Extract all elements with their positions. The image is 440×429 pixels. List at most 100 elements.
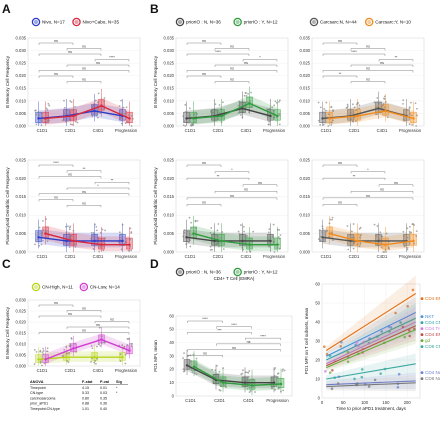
series-marker bbox=[377, 107, 380, 110]
sig-bracket bbox=[186, 197, 278, 200]
data-point bbox=[281, 370, 284, 372]
data-point bbox=[188, 115, 191, 117]
y-tick-label: 0.020 bbox=[16, 176, 27, 181]
data-point bbox=[396, 385, 400, 389]
data-point bbox=[385, 251, 388, 253]
y-tick-label: 0.005 bbox=[16, 231, 27, 236]
data-point bbox=[403, 335, 407, 339]
data-point bbox=[272, 223, 275, 226]
series-marker bbox=[241, 107, 244, 110]
regression-line bbox=[326, 329, 416, 369]
data-point bbox=[63, 99, 65, 102]
data-point bbox=[399, 321, 402, 324]
x-tick-label: C1D1 bbox=[185, 128, 196, 133]
data-point bbox=[323, 345, 326, 348]
data-point bbox=[75, 350, 78, 353]
data-point bbox=[130, 231, 133, 233]
sig-label: ns bbox=[82, 190, 86, 194]
y-tick-label: 0.035 bbox=[164, 35, 175, 40]
sig-label: ns bbox=[82, 78, 86, 82]
y-tick-label: 0.030 bbox=[16, 297, 27, 302]
table-cell: * bbox=[116, 391, 118, 395]
series-marker bbox=[272, 381, 276, 384]
sig-label: ns bbox=[338, 39, 342, 43]
data-point bbox=[347, 248, 350, 251]
sig-bracket bbox=[66, 81, 102, 84]
series-marker bbox=[321, 236, 324, 239]
x-tick-label: C4D1 bbox=[93, 254, 104, 259]
table-cell: 0.88 bbox=[82, 402, 89, 406]
y-tick-label: 0.000 bbox=[164, 249, 175, 254]
sig-bracket bbox=[245, 337, 281, 341]
data-point bbox=[68, 228, 71, 231]
series-label: NKT bbox=[425, 314, 434, 319]
y-tick-label: 50 bbox=[315, 300, 320, 305]
data-point bbox=[92, 247, 95, 250]
sig-label: ns bbox=[230, 45, 234, 49]
data-point bbox=[63, 106, 66, 109]
sig-bracket bbox=[186, 70, 278, 73]
y-tick-label: 0.025 bbox=[16, 157, 27, 162]
series-marker bbox=[93, 109, 96, 113]
data-point bbox=[274, 388, 277, 391]
series-label-marker bbox=[420, 339, 424, 342]
sig-label: ** bbox=[395, 56, 398, 60]
data-point bbox=[240, 373, 243, 376]
data-point bbox=[247, 92, 249, 95]
table-header: F-stat bbox=[82, 380, 93, 384]
data-point bbox=[383, 367, 387, 371]
series-label: CD4 EMRA bbox=[425, 332, 440, 337]
data-point bbox=[277, 372, 280, 375]
data-point bbox=[130, 345, 133, 347]
data-point bbox=[34, 243, 36, 246]
data-point bbox=[33, 349, 36, 351]
y-tick-label: 0.020 bbox=[164, 73, 175, 78]
data-point bbox=[241, 116, 244, 119]
sig-label: ns bbox=[202, 39, 206, 43]
x-tick-label: Progression bbox=[399, 128, 422, 133]
series-label-marker bbox=[420, 345, 424, 348]
data-point bbox=[125, 106, 128, 109]
x-tick-label: C4D1 bbox=[243, 398, 254, 403]
data-point bbox=[410, 231, 413, 234]
sig-label: ns bbox=[96, 323, 100, 327]
sig-label: ns bbox=[366, 45, 370, 49]
data-point bbox=[42, 347, 44, 350]
data-point bbox=[278, 386, 281, 389]
data-point bbox=[388, 330, 391, 333]
data-point bbox=[355, 109, 358, 112]
data-point bbox=[69, 342, 71, 345]
x-tick-label: C1D1 bbox=[321, 254, 332, 259]
data-point bbox=[278, 99, 281, 102]
table-cell: 0.01 bbox=[100, 386, 107, 390]
data-point bbox=[69, 100, 72, 102]
sig-label: ns bbox=[230, 67, 234, 71]
data-point bbox=[35, 113, 38, 116]
data-point bbox=[66, 113, 68, 116]
anova-table: ANOVA F-stat P-val Sig Timepoint 4.15 0.01 * CN-… bbox=[30, 380, 128, 411]
data-point bbox=[65, 109, 68, 112]
data-point bbox=[360, 234, 362, 236]
sig-bracket bbox=[378, 184, 414, 187]
sig-label: **** bbox=[109, 56, 115, 60]
regression-line bbox=[326, 312, 416, 357]
data-point bbox=[97, 116, 99, 119]
data-point bbox=[332, 119, 334, 122]
data-point bbox=[250, 106, 253, 109]
ci-band bbox=[326, 372, 416, 390]
data-point bbox=[127, 249, 130, 252]
data-point bbox=[95, 229, 98, 232]
data-point bbox=[278, 114, 281, 116]
y-tick-label: 20 bbox=[315, 357, 320, 362]
series-marker bbox=[192, 365, 196, 368]
sig-label: ns bbox=[258, 181, 262, 185]
data-point bbox=[381, 235, 383, 238]
sig-label: **** bbox=[351, 50, 357, 54]
data-point bbox=[187, 354, 190, 357]
data-point bbox=[222, 383, 225, 386]
data-point bbox=[98, 250, 101, 253]
y-tick-label: 60 bbox=[169, 313, 174, 318]
data-point bbox=[346, 105, 349, 108]
y-tick-label: 0.025 bbox=[300, 157, 311, 162]
